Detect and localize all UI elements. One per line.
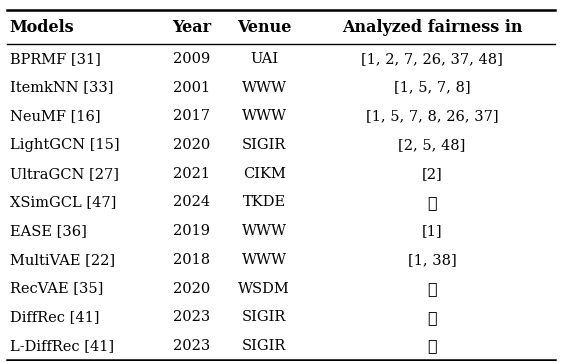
Text: BPRMF [31]: BPRMF [31] [10, 52, 101, 66]
Text: TKDE: TKDE [243, 195, 286, 209]
Text: [1]: [1] [422, 224, 442, 238]
Text: [1, 38]: [1, 38] [407, 253, 456, 267]
Text: WSDM: WSDM [238, 282, 290, 295]
Text: [2, 5, 48]: [2, 5, 48] [398, 138, 466, 152]
Text: 2020: 2020 [173, 282, 210, 295]
Text: 2017: 2017 [173, 109, 210, 123]
Text: [1, 2, 7, 26, 37, 48]: [1, 2, 7, 26, 37, 48] [361, 52, 503, 66]
Text: WWW: WWW [242, 224, 287, 238]
Text: WWW: WWW [242, 109, 287, 123]
Text: 2020: 2020 [173, 138, 210, 152]
Text: L-DiffRec [41]: L-DiffRec [41] [10, 339, 114, 353]
Text: ItemkNN [33]: ItemkNN [33] [10, 81, 114, 94]
Text: [1, 5, 7, 8]: [1, 5, 7, 8] [393, 81, 470, 94]
Text: [2]: [2] [422, 167, 442, 181]
Text: EASE [36]: EASE [36] [10, 224, 87, 238]
Text: Year: Year [172, 19, 211, 36]
Text: ✗: ✗ [427, 337, 437, 354]
Text: ✗: ✗ [427, 194, 437, 211]
Text: Analyzed fairness in: Analyzed fairness in [342, 19, 522, 36]
Text: SIGIR: SIGIR [242, 310, 287, 324]
Text: Models: Models [10, 19, 74, 36]
Text: 2021: 2021 [173, 167, 210, 181]
Text: ✗: ✗ [427, 309, 437, 326]
Text: UAI: UAI [250, 52, 278, 66]
Text: 2019: 2019 [173, 224, 210, 238]
Text: 2009: 2009 [173, 52, 210, 66]
Text: WWW: WWW [242, 253, 287, 267]
Text: SIGIR: SIGIR [242, 339, 287, 353]
Text: LightGCN [15]: LightGCN [15] [10, 138, 119, 152]
Text: 2023: 2023 [173, 310, 210, 324]
Text: 2024: 2024 [173, 195, 210, 209]
Text: Venue: Venue [237, 19, 292, 36]
Text: UltraGCN [27]: UltraGCN [27] [10, 167, 119, 181]
Text: 2001: 2001 [173, 81, 210, 94]
Text: ✗: ✗ [427, 280, 437, 297]
Text: DiffRec [41]: DiffRec [41] [10, 310, 99, 324]
Text: RecVAE [35]: RecVAE [35] [10, 282, 103, 295]
Text: MultiVAE [22]: MultiVAE [22] [10, 253, 115, 267]
Text: 2023: 2023 [173, 339, 210, 353]
Text: CIKM: CIKM [243, 167, 285, 181]
Text: 2018: 2018 [173, 253, 210, 267]
Text: [1, 5, 7, 8, 26, 37]: [1, 5, 7, 8, 26, 37] [366, 109, 498, 123]
Text: WWW: WWW [242, 81, 287, 94]
Text: SIGIR: SIGIR [242, 138, 287, 152]
Text: XSimGCL [47]: XSimGCL [47] [10, 195, 116, 209]
Text: NeuMF [16]: NeuMF [16] [10, 109, 101, 123]
